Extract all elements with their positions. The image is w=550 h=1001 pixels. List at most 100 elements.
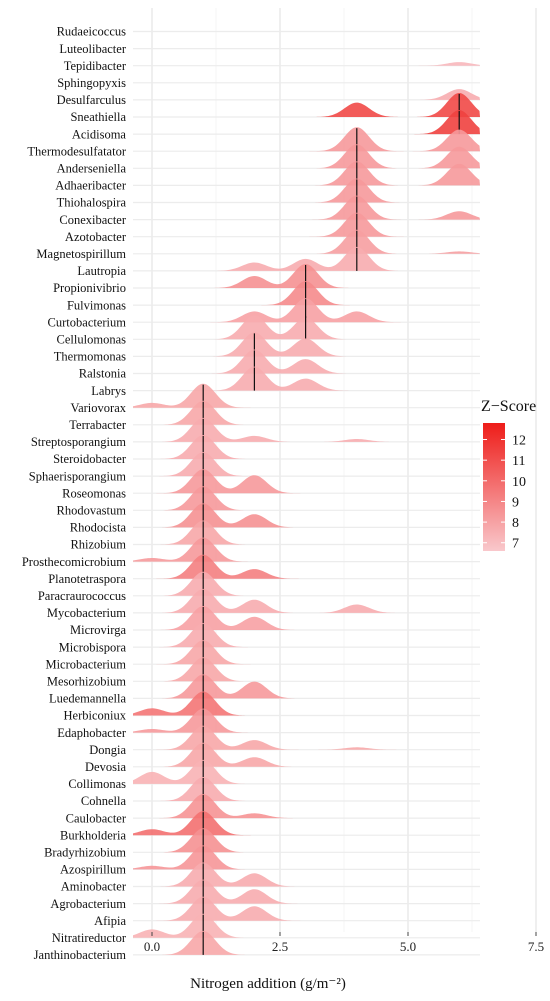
genus-label: Luteolibacter	[59, 42, 126, 56]
genus-label: Streptosporangium	[31, 435, 126, 449]
ridge-thiohalospira	[133, 178, 480, 203]
legend-ticks: 12 11 10 9 8 7	[483, 434, 526, 552]
ridge-rhodocista	[133, 503, 480, 528]
ridge-afipia	[133, 896, 480, 921]
ridge-thermomonas	[133, 332, 480, 357]
legend-color-bar	[483, 423, 505, 551]
genus-label: Luedemannella	[49, 692, 126, 706]
genus-label: Janthinobacterium	[34, 948, 127, 962]
ridge-paracraurococcus	[133, 571, 480, 596]
genus-label: Collimonas	[68, 777, 126, 791]
ridge-roseomonas	[133, 469, 480, 494]
ridge-adhaeribacter	[133, 161, 480, 186]
ridge-azospirillum	[133, 845, 480, 870]
legend-tick-label: 10	[512, 475, 526, 490]
x-axis: 0.02.55.07.510.012.5	[144, 932, 544, 954]
ridge-bradyrhizobium	[133, 828, 480, 853]
ridge-nitratireductor	[133, 913, 480, 938]
genus-label: Lautropia	[77, 264, 126, 278]
x-tick-label: 2.5	[272, 939, 288, 954]
genus-label: Mycobacterium	[47, 606, 126, 620]
genus-label: Rhizobium	[70, 538, 126, 552]
genus-label: Labrys	[91, 384, 126, 398]
ridge-cohnella	[133, 777, 480, 801]
ridge-prosthecomicrobium	[133, 537, 480, 562]
genus-label: Sneathiella	[70, 110, 126, 124]
ridge-janthinobacterium	[133, 930, 480, 955]
ridge-edaphobacter	[133, 708, 480, 733]
ridge-luedemannella	[133, 674, 480, 699]
genus-label: Planotetraspora	[48, 572, 126, 586]
genus-label: Microbispora	[59, 640, 127, 654]
genus-label: Devosia	[85, 760, 126, 774]
genus-label: Cohnella	[81, 794, 127, 808]
genus-label: Adhaeribacter	[55, 179, 127, 193]
genus-label: Anderseniella	[57, 162, 127, 176]
genus-label: Aminobacter	[61, 880, 127, 894]
ridge-variovorax	[133, 383, 480, 408]
genus-label: Agrobacterium	[50, 897, 126, 911]
legend-tick-label: 9	[512, 496, 519, 511]
genus-label: Rudaeicoccus	[57, 25, 127, 39]
genus-label: Azospirillum	[60, 863, 126, 877]
ridge-planotetraspora	[133, 554, 480, 579]
genus-label: Thermodesulfatator	[27, 144, 126, 158]
genus-label: Rhodovastum	[57, 504, 127, 518]
x-tick-label: 7.5	[528, 939, 544, 954]
genus-label: Thermomonas	[54, 350, 126, 364]
ridge-dongia	[133, 725, 480, 750]
genus-label: Edaphobacter	[57, 726, 127, 740]
genus-label: Terrabacter	[69, 418, 127, 432]
genus-label: Conexibacter	[59, 213, 126, 227]
ridge-propionivibrio	[133, 264, 480, 288]
x-axis-title: Nitrogen addition (g/m⁻²)	[190, 976, 346, 992]
ridge-steroidobacter	[133, 435, 480, 459]
ridge-thermodesulfatator	[133, 127, 480, 152]
ridge-curtobacterium	[133, 298, 480, 323]
genus-label: Afipia	[94, 914, 126, 928]
genus-label: Herbiconiux	[64, 709, 127, 723]
ridge-acidisoma	[133, 110, 480, 135]
ridge-fulvimonas	[133, 281, 480, 306]
ridge-aminobacter	[133, 862, 480, 887]
genus-label: Paracraurococcus	[38, 589, 126, 603]
ridge-rhizobium	[133, 520, 480, 545]
genus-label: Prosthecomicrobium	[22, 555, 126, 569]
ridge-layer	[133, 62, 480, 955]
x-tick-label: 5.0	[400, 939, 416, 954]
ridge-sphaerisporangium	[133, 452, 480, 477]
ridge-terrabacter	[133, 400, 480, 425]
genus-label: Acidisoma	[72, 127, 127, 141]
genus-label: Azotobacter	[65, 230, 127, 244]
ridge-sneathiella	[133, 93, 480, 117]
ridge-microbispora	[133, 623, 480, 648]
legend-tick-label: 11	[512, 454, 525, 469]
genus-label: Cellulomonas	[57, 333, 127, 347]
genus-label: Roseomonas	[62, 486, 126, 500]
ridge-magnetospirillum	[133, 229, 480, 254]
ridge-microbacterium	[133, 640, 480, 665]
ridge-labrys	[133, 366, 480, 391]
ridge-burkholderia	[133, 811, 480, 836]
genus-label: Propionivibrio	[53, 281, 126, 295]
genus-label: Fulvimonas	[67, 298, 126, 312]
legend-tick-label: 7	[512, 537, 519, 552]
ridge-anderseniella	[133, 144, 480, 169]
ridge-mycobacterium	[133, 588, 480, 613]
genus-label: Nitratireductor	[52, 931, 127, 945]
ridge-cellulomonas	[133, 315, 480, 340]
genus-label: Microvirga	[70, 623, 126, 637]
genus-label: Tepidibacter	[64, 59, 127, 73]
genus-label: Magnetospirillum	[36, 247, 126, 261]
ridge-ralstonia	[133, 349, 480, 374]
ridge-rhodovastum	[133, 486, 480, 511]
ridge-agrobacterium	[133, 879, 480, 904]
genus-label: Thiohalospira	[57, 196, 127, 210]
genus-labels: Rudaeicoccus Luteolibacter Tepidibacter Sph…	[22, 25, 127, 962]
ridge-conexibacter	[133, 195, 480, 220]
ridge-mesorhizobium	[133, 657, 480, 682]
x-tick-label: 0.0	[144, 939, 160, 954]
ridge-collimonas	[133, 759, 480, 784]
ridge-tepidibacter	[133, 62, 480, 66]
